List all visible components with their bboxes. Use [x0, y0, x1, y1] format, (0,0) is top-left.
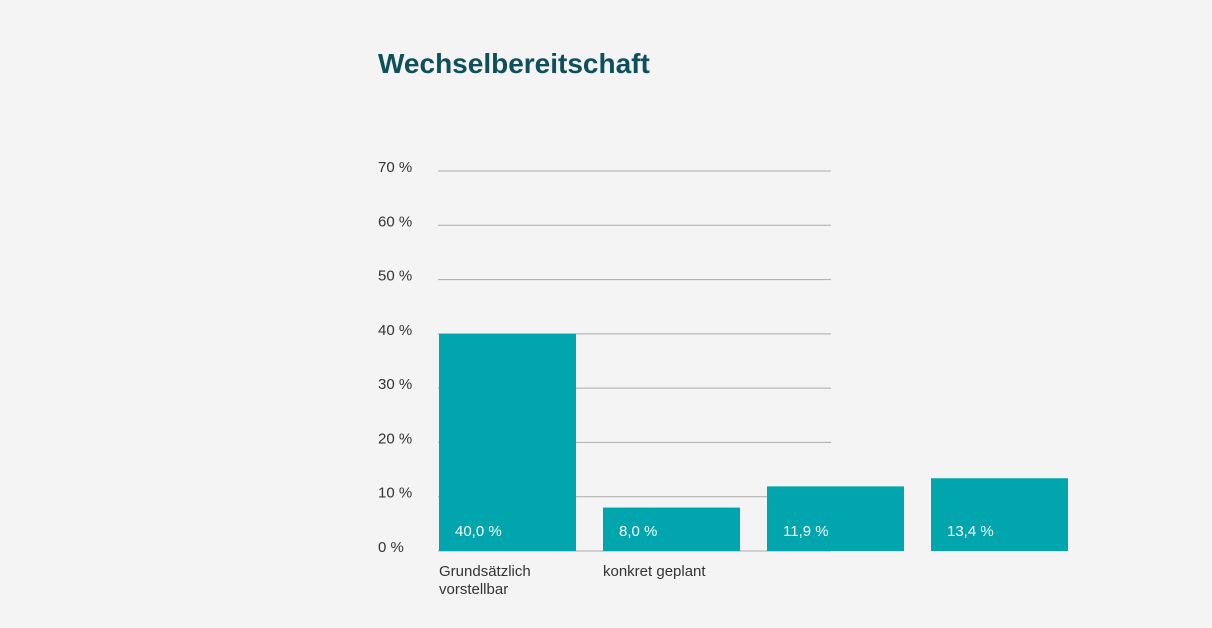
bar [439, 333, 576, 551]
chart-title: Wechselbereitschaft [378, 48, 650, 79]
bar-value-label: 11,9 % [783, 523, 829, 540]
bar-value-label: 40,0 % [455, 523, 502, 540]
y-tick-label: 40 % [378, 322, 412, 339]
category-label: konkret geplant [603, 563, 706, 580]
bar-value-label: 13,4 % [947, 523, 994, 540]
category-label: Grundsätzlich [439, 563, 531, 580]
y-tick-label: 0 % [378, 539, 404, 556]
bar [767, 486, 904, 551]
y-tick-label: 10 % [378, 485, 412, 502]
y-tick-label: 20 % [378, 430, 412, 447]
y-tick-label: 30 % [378, 376, 412, 393]
bar [931, 478, 1068, 551]
y-tick-label: 50 % [378, 268, 412, 285]
y-tick-label: 70 % [378, 159, 412, 176]
category-label: vorstellbar [439, 581, 508, 598]
bar [603, 507, 740, 551]
bar-value-label: 8,0 % [619, 523, 657, 540]
y-tick-label: 60 % [378, 213, 412, 230]
